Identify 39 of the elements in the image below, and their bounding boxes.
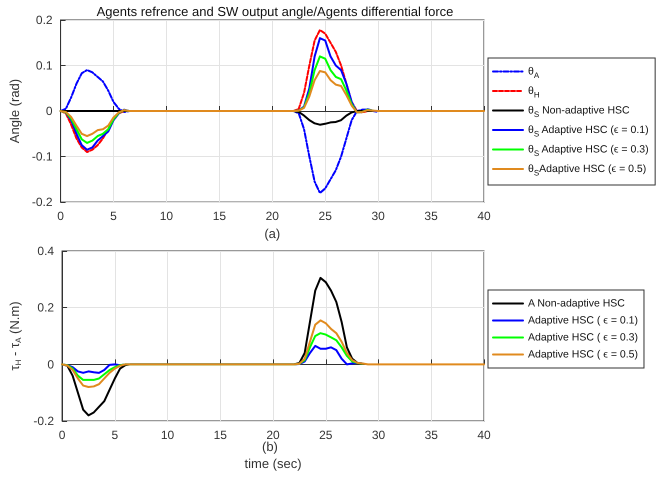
x-tick-label: 10 — [160, 428, 175, 442]
x-tick-label: 20 — [266, 428, 280, 442]
text: (b) — [262, 439, 278, 454]
y-tick-label: 0.1 — [36, 58, 53, 73]
x-tick-label: 15 — [214, 428, 228, 442]
x-tick-label: 30 — [371, 209, 386, 224]
y-tick-label: 0 — [46, 104, 53, 118]
y-axis-title: τH - τA (N.m) — [7, 301, 23, 371]
y-tick-label: 0 — [47, 357, 54, 372]
x-tick-label: 25 — [318, 209, 332, 224]
line-series — [61, 319, 485, 388]
x-tick-label: 0 — [57, 209, 64, 224]
x-tick-label: 35 — [424, 209, 438, 224]
x-tick-label: 25 — [319, 428, 333, 442]
legend-label: Adaptive HSC ( ϵ = 0.1) — [528, 314, 638, 326]
line-series — [60, 70, 485, 138]
legend-label: A Non-adaptive HSC — [528, 298, 626, 310]
x-tick-label: 10 — [160, 209, 174, 224]
x-tick-label: 5 — [111, 428, 118, 442]
y-axis-title: Angle (rad) — [7, 78, 22, 144]
y-tick-label: 0.4 — [37, 244, 54, 258]
y-tick-label: 0.2 — [37, 300, 54, 315]
y-tick-label: -0.1 — [32, 150, 53, 164]
legend-label: Adaptive HSC ( ϵ = 0.5) — [528, 348, 638, 360]
chart-title: Agents refrence and SW output angle/Agents differential force — [96, 4, 454, 19]
x-axis-title: (a) — [264, 226, 280, 241]
x-tick-label: 40 — [477, 428, 491, 442]
x-axis-title: time (sec) — [244, 456, 302, 471]
y-tick-label: -0.2 — [33, 414, 54, 428]
x-tick-label: 30 — [372, 428, 386, 442]
x-tick-label: 35 — [424, 428, 438, 442]
y-tick-label: -0.2 — [32, 195, 53, 210]
x-tick-label: 5 — [110, 209, 118, 224]
y-tick-label: 0.2 — [36, 13, 53, 27]
x-tick-label: 20 — [266, 209, 280, 224]
x-tick-label: 40 — [477, 209, 491, 224]
x-tick-label: 0 — [58, 428, 66, 442]
legend-label: Adaptive HSC ( ϵ = 0.3) — [528, 332, 638, 344]
x-tick-label: 15 — [212, 209, 226, 224]
